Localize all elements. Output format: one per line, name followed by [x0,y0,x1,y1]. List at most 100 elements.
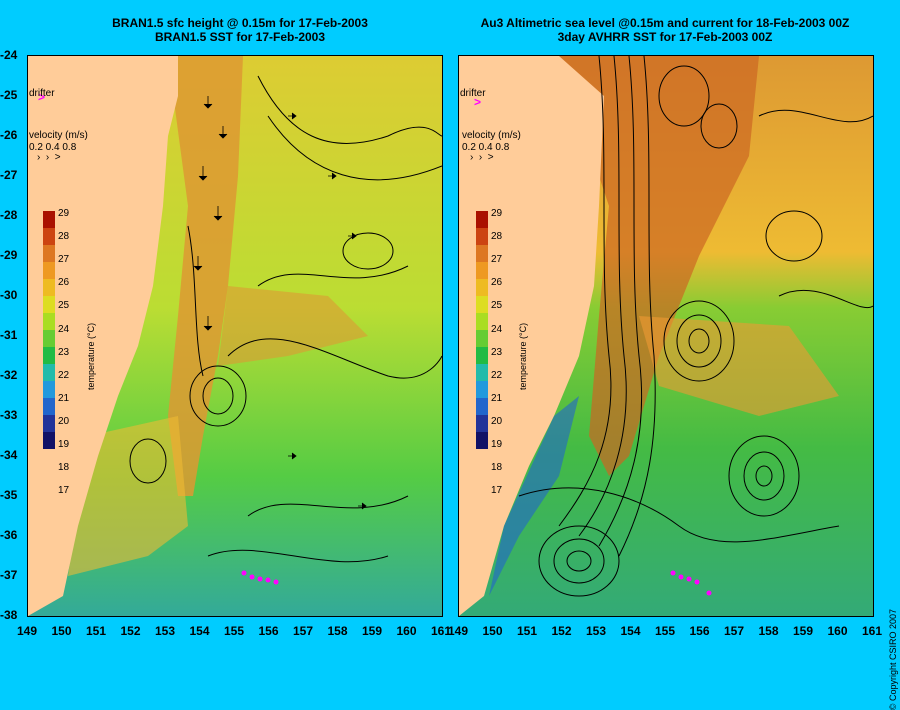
x-tick-label: 153 [155,624,176,638]
colorbar-label: 19 [491,439,503,450]
warm-current [168,56,243,496]
colorbar-label: 19 [58,439,70,450]
land-australia [28,56,178,616]
x-tick-label: 151 [86,624,107,638]
colorbar-label: 27 [58,254,70,266]
colorbar-label: 26 [491,277,503,289]
x-tick-label: 152 [551,624,572,638]
drifter-label-left: drifter [29,88,55,99]
x-tick-label: 150 [482,624,503,638]
velocity-arrows-legend-right: › › > [470,152,494,163]
x-tick-label: 155 [655,624,676,638]
x-tick-label: 153 [586,624,607,638]
colorbar-label: 21 [58,392,70,404]
y-tick-label: -34 [0,448,18,462]
colorbar-label: 25 [491,300,503,312]
sea-level-contours [129,75,442,563]
x-tick-label: 152 [120,624,141,638]
warm-eddy [218,286,368,366]
colorbar-label: 18 [58,462,70,474]
colorbar-label: 17 [491,485,503,497]
x-tick-label: 161 [431,624,452,638]
colorbar-label: 29 [58,208,70,219]
land-australia [459,56,604,616]
y-tick-label: -35 [0,488,18,502]
colorbar-label: 23 [491,346,503,358]
y-tick-label: -27 [0,168,18,182]
velocity-values-left: 0.2 0.4 0.8 [29,142,77,153]
y-tick-label: -26 [0,128,18,142]
colorbar-label: 23 [58,346,70,358]
y-tick-label: -28 [0,208,18,222]
colorbar-label: 22 [491,369,503,381]
velocity-title-left: velocity (m/s) [29,130,88,141]
right-title: Au3 Altimetric sea level @0.15m and curr… [455,16,875,44]
x-tick-label: 158 [327,624,348,638]
x-tick-label: 154 [189,624,210,638]
drifter-track-right [670,570,712,596]
right-title-line1: Au3 Altimetric sea level @0.15m and curr… [480,16,850,30]
x-tick-label: 155 [224,624,245,638]
colorbar-label: 28 [58,231,70,243]
sea-level-contours [518,56,873,597]
x-tick-label: 149 [17,624,38,638]
colorbar-title-right: temperature (°C) [518,322,528,390]
x-tick-label: 159 [793,624,814,638]
y-tick-label: -37 [0,568,18,582]
x-tick-label: 149 [448,624,469,638]
x-tick-label: 157 [724,624,745,638]
y-tick-label: -32 [0,368,18,382]
left-title-line1: BRAN1.5 sfc height @ 0.15m for 17-Feb-20… [112,16,368,30]
drifter-icon: > [38,90,45,104]
colorbar-label: 24 [491,323,503,335]
x-tick-label: 161 [862,624,883,638]
x-tick-label: 158 [758,624,779,638]
drifter-icon: > [474,95,481,109]
colorbar [476,211,488,449]
colorbar-title-left: temperature (°C) [86,322,96,390]
x-tick-label: 160 [396,624,417,638]
y-tick-label: -25 [0,88,18,102]
copyright-text: © Copyright CSIRO 2007 [888,609,898,710]
y-tick-label: -33 [0,408,18,422]
left-map-panel: > [27,55,443,617]
colorbar-label: 18 [491,462,503,474]
colorbar-label: 21 [491,392,503,404]
x-tick-label: 159 [362,624,383,638]
warm-current [559,56,759,476]
y-tick-label: -38 [0,608,18,622]
colorbar-label: 17 [58,485,70,497]
colorbar-label: 29 [491,208,503,219]
x-tick-label: 156 [689,624,710,638]
y-tick-label: -30 [0,288,18,302]
x-tick-label: 160 [827,624,848,638]
x-tick-label: 157 [293,624,314,638]
left-map-svg: > [28,56,442,616]
colorbar-label: 22 [58,369,70,381]
velocity-arrows [193,96,367,510]
left-title: BRAN1.5 sfc height @ 0.15m for 17-Feb-20… [40,16,440,44]
x-tick-label: 150 [51,624,72,638]
velocity-title-right: velocity (m/s) [462,130,521,141]
colorbar-label: 20 [58,415,70,427]
velocity-values-right: 0.2 0.4 0.8 [462,142,510,153]
colorbar-label: 24 [58,323,70,335]
velocity-arrows-legend-left: › › > [37,152,61,163]
x-tick-label: 156 [258,624,279,638]
drifter-track-left [241,570,279,585]
colorbar [43,211,55,449]
y-tick-label: -36 [0,528,18,542]
colorbar-label: 26 [58,277,70,289]
y-tick-label: -29 [0,248,18,262]
colorbar-label: 28 [491,231,503,243]
right-title-line2: 3day AVHRR SST for 17-Feb-2003 00Z [557,30,773,44]
coastal-cold-water [489,396,579,596]
colorbar-label: 20 [491,415,503,427]
x-tick-label: 151 [517,624,538,638]
drifter-label-right: drifter [460,88,486,99]
y-tick-label: -24 [0,48,18,62]
left-title-line2: BRAN1.5 SST for 17-Feb-2003 [154,30,326,44]
x-tick-label: 154 [620,624,641,638]
right-map-panel: > [458,55,874,617]
colorbar-label: 25 [58,300,70,312]
